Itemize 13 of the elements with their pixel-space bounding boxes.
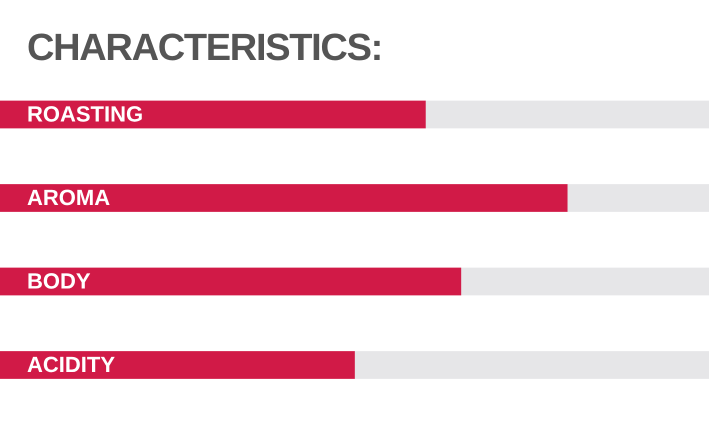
bar	[460, 268, 709, 296]
bar	[0, 184, 568, 212]
y-tick-label: AROMA	[27, 185, 110, 210]
bar	[566, 184, 709, 212]
y-tick-label: ACIDITY	[27, 352, 116, 378]
y-tick-label: BODY	[27, 268, 91, 294]
bar	[0, 351, 355, 379]
bar	[0, 268, 462, 296]
chart-title: CHARACTERISTICS:	[27, 26, 382, 71]
bar	[354, 351, 709, 379]
y-tick-label: ROASTING	[27, 102, 144, 127]
bar	[425, 100, 709, 128]
bar	[0, 100, 426, 128]
